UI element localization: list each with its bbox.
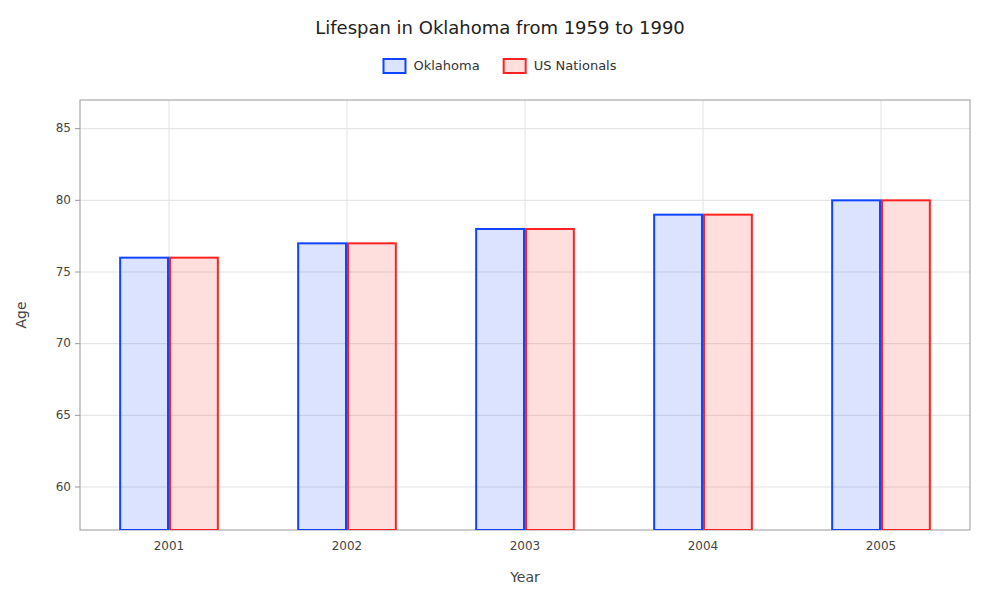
chart-svg: 60 65 70 75 80 85 2001 2002 2003 2004 2005 Year Age L…	[0, 0, 1000, 600]
bars	[120, 200, 930, 530]
y-tick-label: 65	[56, 408, 71, 422]
y-tick	[75, 128, 80, 129]
y-tick	[75, 415, 80, 416]
bar	[476, 229, 524, 530]
y-tick-label: 70	[56, 336, 71, 350]
y-axis-label: Age	[13, 301, 29, 328]
legend-label: US Nationals	[534, 58, 617, 73]
bar	[654, 215, 702, 530]
legend-swatch	[383, 59, 405, 73]
legend-swatch	[504, 59, 526, 73]
title: Lifespan in Oklahoma from 1959 to 1990	[315, 17, 685, 38]
y-tick	[75, 200, 80, 201]
bar	[704, 215, 752, 530]
y-tick	[75, 487, 80, 488]
x-axis-label: Year	[509, 569, 540, 585]
plot-frame	[80, 100, 970, 530]
y-tick	[75, 343, 80, 344]
bar	[298, 243, 346, 530]
legend-label: Oklahoma	[413, 58, 479, 73]
bar	[170, 258, 218, 530]
legend: Oklahoma US Nationals	[383, 58, 616, 74]
y-tick-label: 85	[56, 121, 71, 135]
bar	[348, 243, 396, 530]
x-tick-label: 2004	[688, 539, 719, 553]
x-tick-label: 2002	[332, 539, 363, 553]
legend-item: Oklahoma	[383, 58, 479, 74]
bar	[882, 200, 930, 530]
bar	[832, 200, 880, 530]
grid	[80, 100, 970, 530]
x-tick-label: 2003	[510, 539, 541, 553]
bar	[526, 229, 574, 530]
y-tick-label: 60	[56, 480, 71, 494]
y-tick-label: 80	[56, 193, 71, 207]
y-tick	[75, 272, 80, 273]
y-tick-label: 75	[56, 265, 71, 279]
legend-item: US Nationals	[504, 58, 617, 74]
axes: 60 65 70 75 80 85 2001 2002 2003 2004 2005	[56, 121, 897, 553]
bar	[120, 258, 168, 530]
x-tick-label: 2001	[154, 539, 185, 553]
x-tick-label: 2005	[866, 539, 897, 553]
chart-container: 60 65 70 75 80 85 2001 2002 2003 2004 2005 Year Age L…	[0, 0, 1000, 600]
